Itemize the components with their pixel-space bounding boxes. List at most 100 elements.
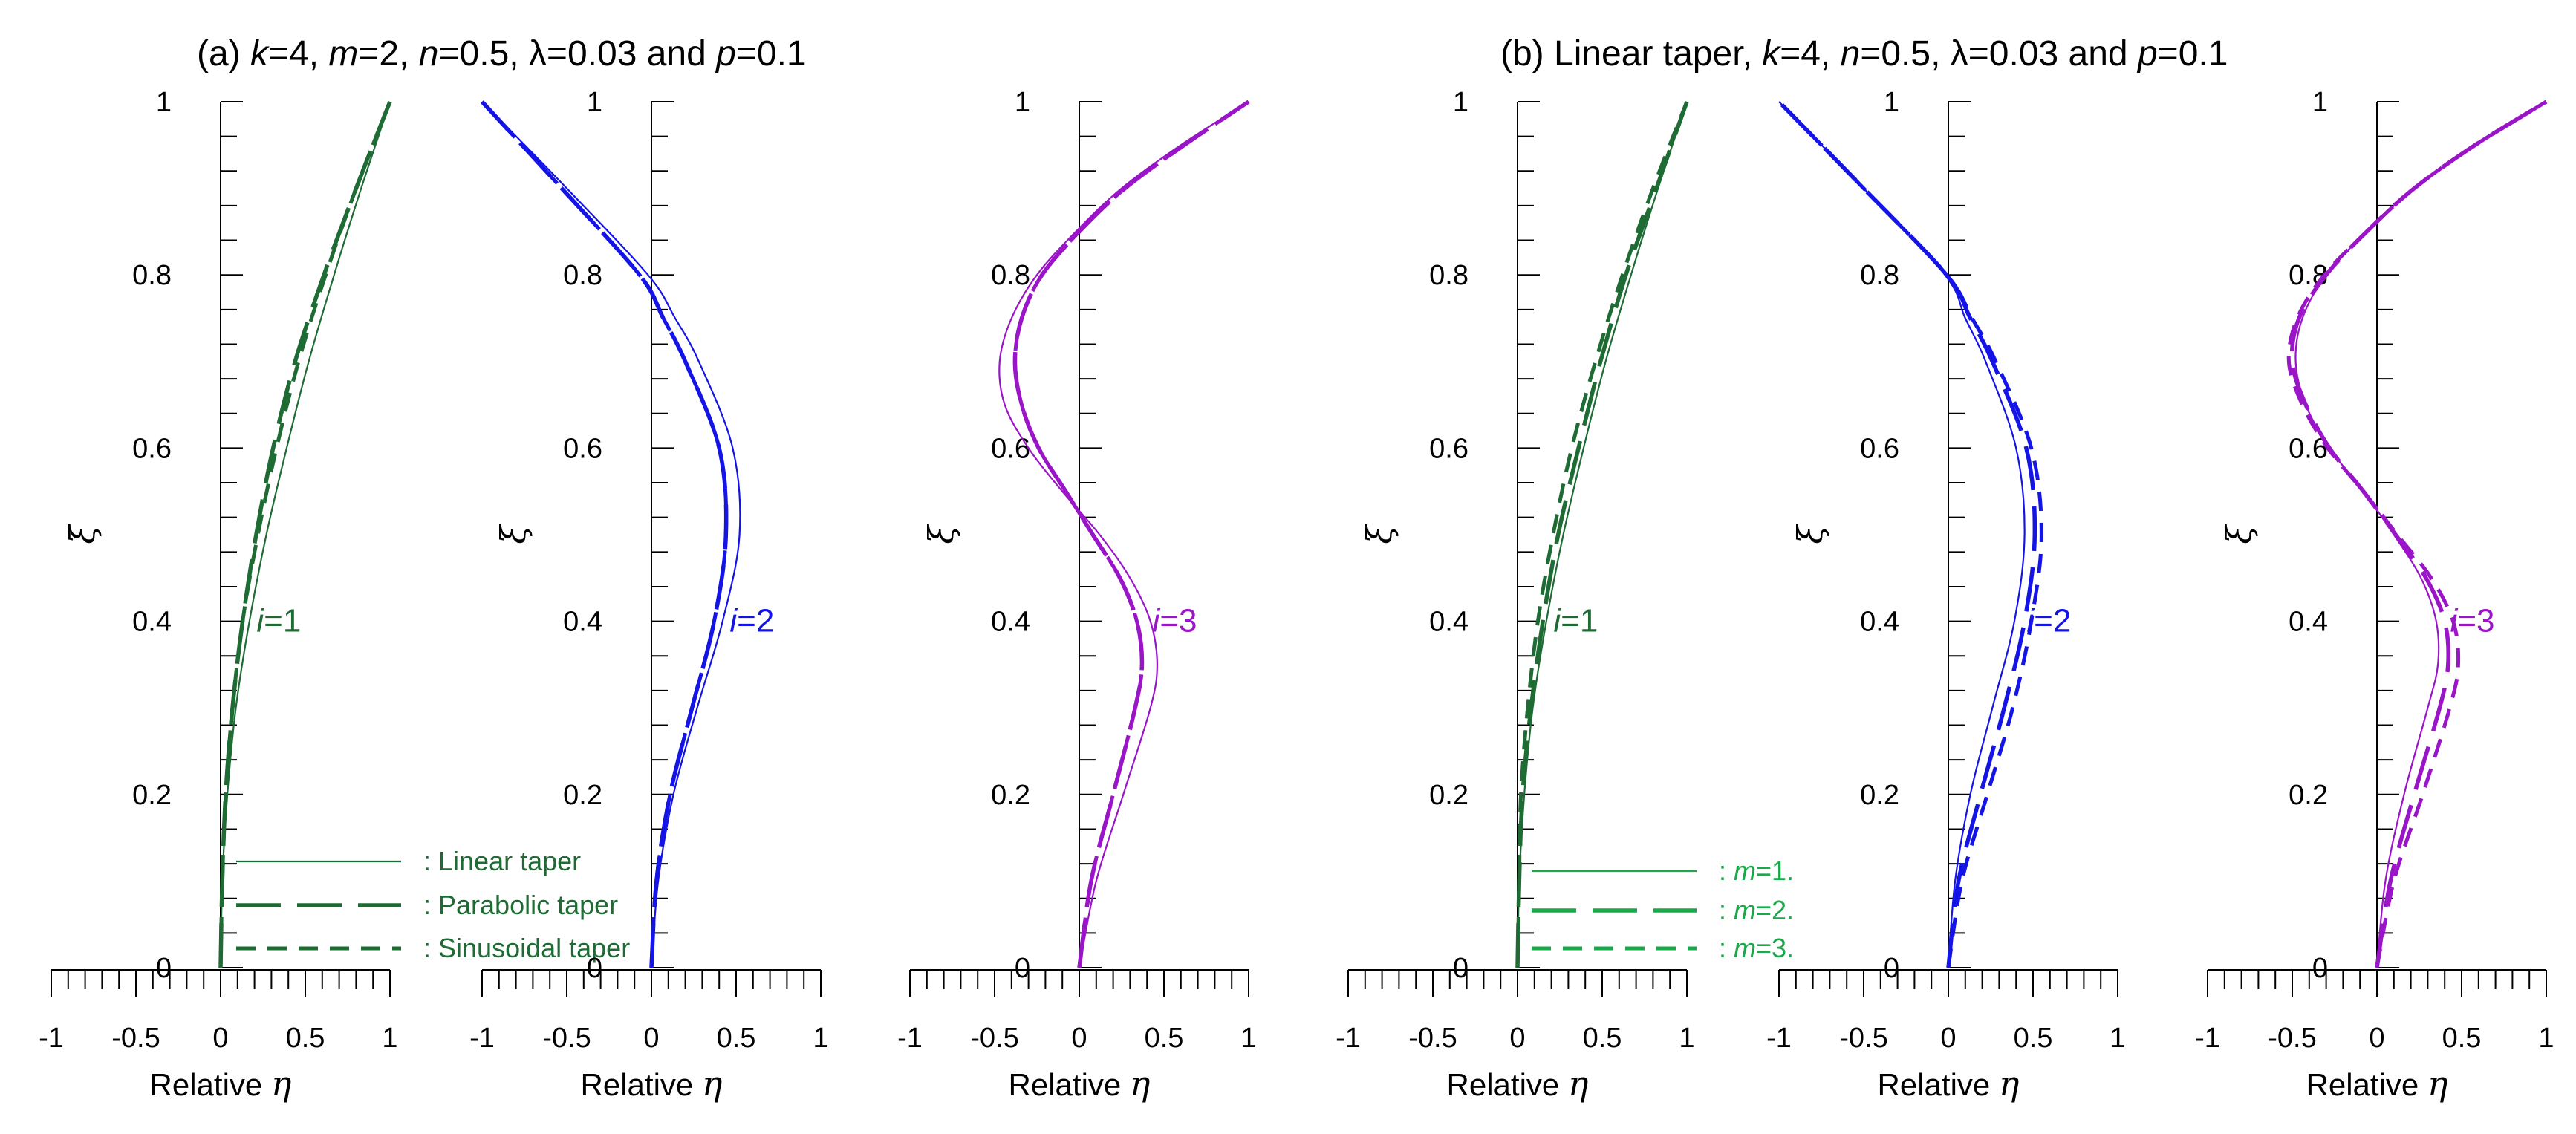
- y-tick-label-0.4: 0.4: [2289, 607, 2328, 638]
- x-tick-label--0.5: -0.5: [1839, 1023, 1887, 1054]
- x-tick-label--1: -1: [2195, 1023, 2220, 1054]
- x-axis-label: Relative η: [1447, 1063, 1589, 1104]
- x-axis-label: Relative η: [2306, 1063, 2448, 1104]
- x-tick-label--1: -1: [1766, 1023, 1792, 1054]
- series-line-longdash: [2289, 100, 2548, 968]
- series-line-shortdash: [218, 101, 392, 968]
- series-line-shortdash: [2286, 100, 2548, 968]
- y-tick-label-0: 0: [1884, 953, 1899, 984]
- y-tick-label-0.8: 0.8: [563, 260, 602, 291]
- y-tick-label-1: 1: [1015, 87, 1030, 118]
- x-tick-label-0: 0: [1940, 1023, 1956, 1054]
- x-axis-label: Relative η: [1009, 1063, 1151, 1104]
- y-tick-label-0.2: 0.2: [991, 780, 1030, 811]
- mode-label: i=1: [256, 603, 301, 639]
- y-tick-label-0.2: 0.2: [2289, 780, 2328, 811]
- x-tick-label--0.5: -0.5: [542, 1023, 591, 1054]
- x-axis-label: Relative η: [150, 1063, 292, 1104]
- mode-label: i=2: [729, 603, 774, 639]
- x-tick-label-0.5: 0.5: [286, 1023, 325, 1054]
- legend-label: : m=1.: [1719, 856, 1794, 886]
- y-tick-label-0.6: 0.6: [1429, 433, 1468, 464]
- series-line-solid: [998, 101, 1249, 968]
- y-tick-label-0.8: 0.8: [991, 260, 1030, 291]
- y-tick-label-0.8: 0.8: [1860, 260, 1899, 291]
- x-tick-label-0.5: 0.5: [1583, 1023, 1622, 1054]
- x-tick-label--1: -1: [897, 1023, 923, 1054]
- subplot-a-mode-2: 0 0.2 0.4 0.6 0.8 1 ξ -1 -0.5 0 0.5 1 Relative η i=2: [469, 87, 828, 1104]
- legend: : m=1.: m=2.: m=3.: [1532, 856, 1794, 963]
- subplot-b-mode-1: 0 0.2 0.4 0.6 0.8 1 ξ -1 -0.5 0 0.5 1 Relative η i=1:…: [1336, 87, 1794, 1104]
- subplot-a-mode-1: 0 0.2 0.4 0.6 0.8 1 ξ -1 -0.5 0 0.5 1 Relative η i=1:…: [39, 87, 630, 1104]
- series-line-longdash: [1012, 100, 1250, 968]
- x-axis-label: Relative η: [581, 1063, 723, 1104]
- y-tick-label-0: 0: [587, 953, 602, 984]
- y-tick-label-0.4: 0.4: [563, 607, 602, 638]
- legend-label: : Linear taper: [423, 846, 581, 876]
- y-tick-label-0.2: 0.2: [132, 780, 172, 811]
- series-line-longdash: [218, 100, 392, 968]
- y-tick-label-0: 0: [1015, 953, 1030, 984]
- x-tick-label-0: 0: [212, 1023, 228, 1054]
- y-tick-label-1: 1: [587, 87, 602, 118]
- y-tick-label-0: 0: [2312, 953, 2328, 984]
- x-tick-label-0.5: 0.5: [2442, 1023, 2482, 1054]
- y-tick-label-0.8: 0.8: [132, 260, 172, 291]
- y-tick-label-0: 0: [1453, 953, 1468, 984]
- x-tick-label-0.5: 0.5: [2014, 1023, 2053, 1054]
- y-tick-label-0.6: 0.6: [563, 433, 602, 464]
- y-axis-label: ξ: [1790, 524, 1830, 544]
- y-tick-label-0.4: 0.4: [1429, 607, 1468, 638]
- y-tick-label-1: 1: [1453, 87, 1468, 118]
- x-tick-label-1: 1: [813, 1023, 828, 1054]
- series-line-solid: [1516, 101, 1688, 968]
- y-tick-label-1: 1: [156, 87, 172, 118]
- subplot-a-mode-3: 0 0.2 0.4 0.6 0.8 1 ξ -1 -0.5 0 0.5 1 Relative η i=3: [897, 87, 1256, 1104]
- y-tick-label-0.2: 0.2: [563, 780, 602, 811]
- x-tick-label--1: -1: [1336, 1023, 1361, 1054]
- x-axis-label: Relative η: [1878, 1063, 2020, 1104]
- y-tick-label-0.6: 0.6: [991, 433, 1030, 464]
- mode-label: i=3: [1153, 603, 1197, 639]
- y-tick-label-0.2: 0.2: [1429, 780, 1468, 811]
- series-line-solid: [2294, 101, 2547, 968]
- series-line-solid: [481, 101, 741, 968]
- y-axis-label: ξ: [1359, 524, 1399, 544]
- panel-b-title: (b) Linear taper, k=4, n=0.5, λ=0.03 and…: [1500, 34, 2228, 74]
- x-tick-label--1: -1: [469, 1023, 495, 1054]
- y-axis-label: ξ: [493, 524, 533, 544]
- subplots-group: 0 0.2 0.4 0.6 0.8 1 ξ -1 -0.5 0 0.5 1 Relative η i=1:…: [39, 87, 2554, 1104]
- y-tick-label-1: 1: [2312, 87, 2328, 118]
- series-line-shortdash: [481, 100, 729, 968]
- y-axis-label: ξ: [921, 524, 961, 544]
- x-tick-label-0: 0: [1071, 1023, 1087, 1054]
- x-tick-label-0: 0: [2369, 1023, 2384, 1054]
- y-tick-label-0: 0: [156, 953, 172, 984]
- mode-label: i=1: [1553, 603, 1598, 639]
- y-tick-label-0.8: 0.8: [1429, 260, 1468, 291]
- series-line-shortdash: [1012, 100, 1250, 968]
- x-tick-label-0: 0: [643, 1023, 659, 1054]
- x-tick-label-1: 1: [2538, 1023, 2554, 1054]
- legend-label: : Sinusoidal taper: [423, 933, 630, 963]
- x-tick-label-1: 1: [382, 1023, 397, 1054]
- y-tick-label-0.2: 0.2: [1860, 780, 1899, 811]
- legend: : Linear taper: Parabolic taper: Sinusoi…: [236, 846, 630, 963]
- panel-a-title: (a) k=4, m=2, n=0.5, λ=0.03 and p=0.1: [197, 34, 807, 74]
- mode-label: i=2: [2026, 603, 2071, 639]
- y-tick-label-0.4: 0.4: [132, 607, 172, 638]
- x-tick-label--0.5: -0.5: [1408, 1023, 1457, 1054]
- x-tick-label-0.5: 0.5: [717, 1023, 756, 1054]
- y-tick-label-1: 1: [1884, 87, 1899, 118]
- x-tick-label-1: 1: [1679, 1023, 1694, 1054]
- x-tick-label--0.5: -0.5: [2268, 1023, 2316, 1054]
- y-tick-label-0.8: 0.8: [2289, 260, 2328, 291]
- y-axis-label: ξ: [2219, 524, 2259, 544]
- series-line-shortdash: [1515, 101, 1689, 968]
- y-tick-label-0.4: 0.4: [1860, 607, 1899, 638]
- legend-label: : m=2.: [1719, 895, 1794, 925]
- x-tick-label--1: -1: [39, 1023, 64, 1054]
- x-tick-label-1: 1: [2110, 1023, 2125, 1054]
